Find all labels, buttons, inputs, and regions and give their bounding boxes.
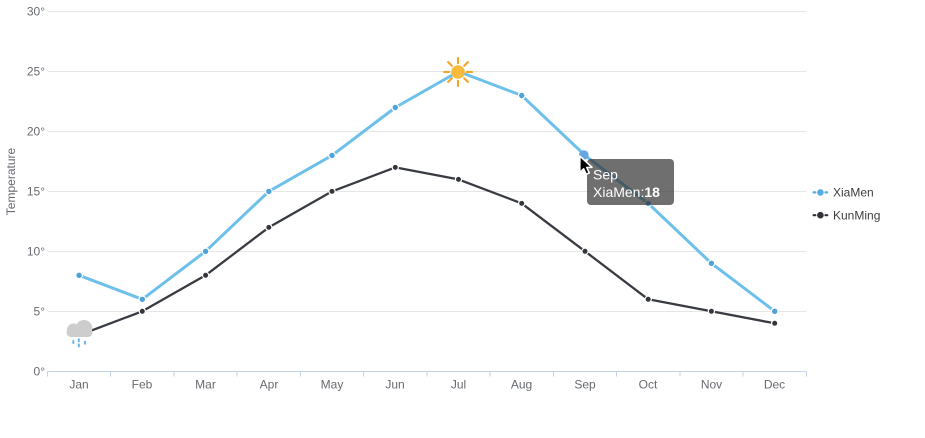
svg-text:Dec: Dec [764,378,785,392]
svg-text:30°: 30° [27,5,45,19]
svg-text:Nov: Nov [701,378,722,392]
svg-text:May: May [321,378,344,392]
svg-text:Aug: Aug [511,378,532,392]
svg-text:15°: 15° [27,185,45,199]
svg-text:25°: 25° [27,65,45,79]
svg-text:XiaMen:18: XiaMen:18 [593,184,660,200]
svg-text:Mar: Mar [195,378,216,392]
svg-text:Sep: Sep [574,378,596,392]
svg-text:Sep: Sep [593,167,618,183]
svg-text:20°: 20° [27,125,45,139]
svg-text:Apr: Apr [260,378,279,392]
svg-text:Jul: Jul [451,378,466,392]
svg-text:10°: 10° [27,245,45,259]
svg-text:Temperature: Temperature [4,147,18,215]
svg-text:KunMing: KunMing [833,209,880,223]
svg-text:0°: 0° [34,365,46,379]
svg-text:XiaMen: XiaMen [833,186,874,200]
svg-text:Feb: Feb [132,378,153,392]
svg-text:Jan: Jan [69,378,88,392]
svg-text:5°: 5° [34,305,46,319]
svg-text:Jun: Jun [385,378,404,392]
svg-text:Oct: Oct [639,378,658,392]
